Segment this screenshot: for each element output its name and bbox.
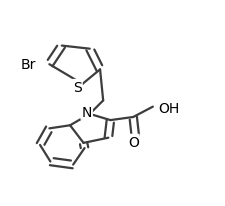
Text: O: O — [128, 135, 139, 149]
Text: N: N — [81, 105, 92, 119]
Text: OH: OH — [158, 101, 179, 115]
Text: Br: Br — [21, 58, 36, 72]
Text: S: S — [73, 81, 82, 95]
